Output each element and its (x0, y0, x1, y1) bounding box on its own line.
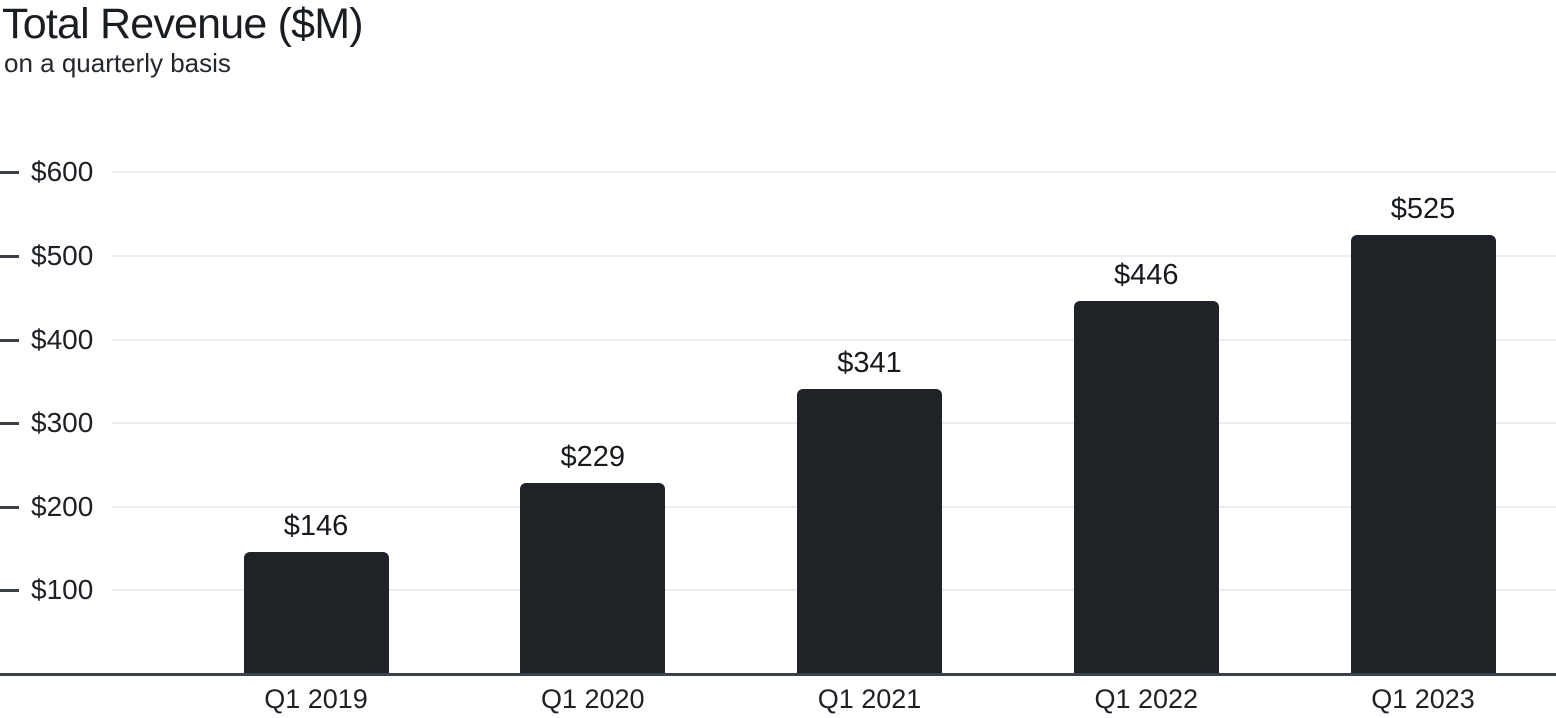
y-axis-tick-label: $400 (31, 323, 94, 355)
chart-subtitle: on a quarterly basis (4, 48, 231, 78)
y-axis-tick (0, 505, 19, 509)
bar-value-label: $341 (837, 346, 902, 379)
bar (243, 551, 389, 674)
y-axis-tick-label: $300 (31, 407, 94, 439)
bar (1073, 301, 1219, 674)
bar-value-label: $446 (1113, 259, 1179, 292)
y-axis-tick-label: $200 (31, 490, 94, 522)
x-axis-tick-label: Q1 2023 (1371, 684, 1475, 714)
x-axis-tick-label: Q1 2020 (540, 684, 645, 714)
x-axis-tick-label: Q1 2019 (264, 684, 368, 714)
y-axis-tick (0, 422, 19, 426)
bar (797, 388, 942, 674)
bar-value-label: $229 (560, 440, 625, 473)
bar (520, 482, 666, 674)
gridline (112, 338, 1556, 341)
y-axis-tick (0, 589, 19, 593)
y-axis-tick (0, 255, 19, 258)
y-axis-tick (0, 338, 19, 342)
x-axis-line (0, 673, 1556, 676)
y-axis-tick-label: $600 (31, 156, 94, 188)
y-axis-tick-label: $500 (31, 240, 94, 271)
x-axis-tick-label: Q1 2022 (1094, 684, 1199, 714)
y-axis-tick (0, 171, 19, 175)
bar-value-label: $146 (283, 509, 349, 542)
gridline (112, 171, 1556, 174)
bar (1350, 235, 1496, 674)
y-axis-tick-label: $100 (31, 574, 94, 606)
x-axis-tick-label: Q1 2021 (817, 684, 922, 714)
bar-value-label: $525 (1390, 193, 1456, 226)
gridline (112, 255, 1556, 257)
chart-title: Total Revenue ($M) (2, 0, 364, 48)
